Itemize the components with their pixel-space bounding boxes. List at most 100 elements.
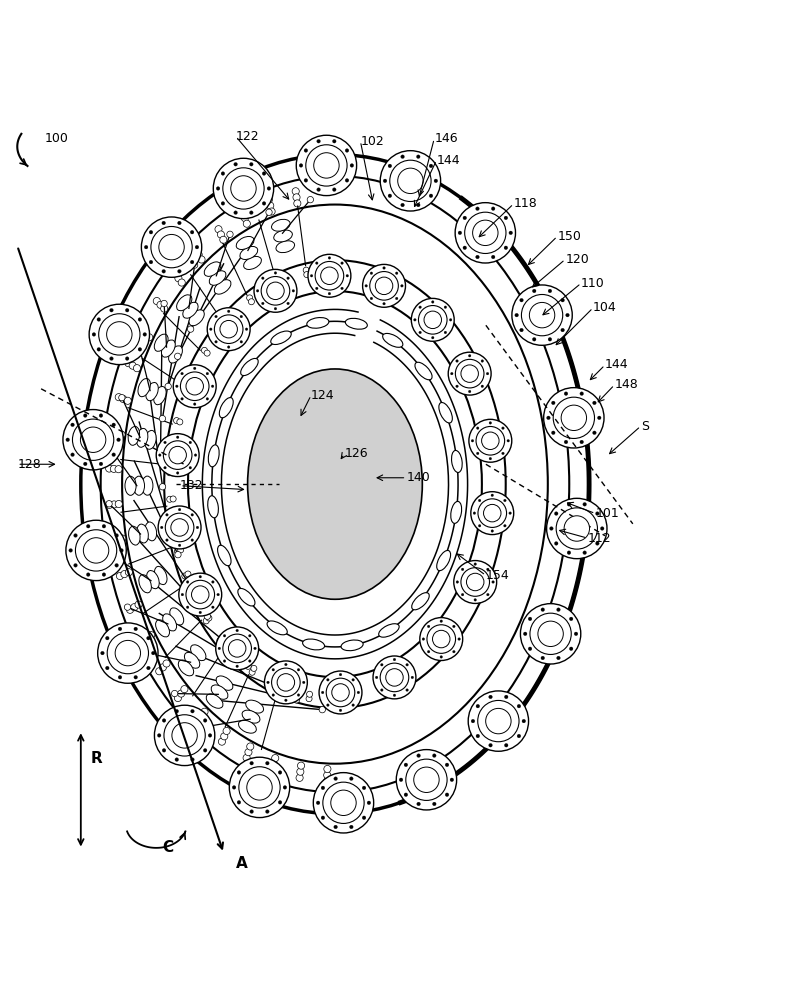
Circle shape: [561, 328, 564, 332]
Circle shape: [564, 392, 567, 395]
Circle shape: [287, 277, 289, 279]
Circle shape: [383, 179, 387, 183]
Ellipse shape: [163, 614, 177, 631]
Circle shape: [190, 709, 194, 713]
Circle shape: [201, 708, 208, 715]
Ellipse shape: [137, 524, 148, 543]
Circle shape: [66, 520, 126, 581]
Circle shape: [172, 723, 198, 748]
Circle shape: [522, 719, 525, 723]
Circle shape: [404, 793, 408, 797]
Circle shape: [99, 462, 103, 466]
Circle shape: [199, 611, 202, 614]
Ellipse shape: [179, 660, 194, 676]
Text: A: A: [236, 856, 247, 871]
Circle shape: [238, 801, 241, 804]
Circle shape: [240, 315, 242, 318]
Circle shape: [144, 245, 148, 249]
Circle shape: [115, 534, 119, 537]
Circle shape: [481, 385, 484, 388]
Circle shape: [218, 738, 226, 745]
Circle shape: [135, 601, 142, 608]
Circle shape: [120, 395, 127, 403]
Circle shape: [504, 216, 508, 220]
Circle shape: [267, 187, 271, 190]
Circle shape: [175, 709, 179, 713]
Circle shape: [422, 638, 425, 640]
Circle shape: [73, 419, 114, 460]
Ellipse shape: [164, 260, 506, 708]
Circle shape: [277, 674, 295, 691]
Circle shape: [63, 410, 124, 470]
Circle shape: [141, 217, 202, 277]
Circle shape: [119, 394, 125, 401]
Circle shape: [155, 705, 214, 766]
Circle shape: [548, 337, 552, 341]
Circle shape: [156, 434, 199, 477]
Text: 112: 112: [587, 532, 611, 545]
Circle shape: [476, 734, 480, 738]
Ellipse shape: [307, 318, 329, 328]
Circle shape: [204, 350, 210, 356]
Circle shape: [284, 273, 289, 279]
Circle shape: [181, 593, 183, 596]
Circle shape: [332, 684, 349, 701]
Circle shape: [429, 194, 433, 198]
Circle shape: [414, 319, 416, 321]
Circle shape: [326, 694, 332, 700]
Circle shape: [507, 439, 509, 442]
Circle shape: [127, 606, 134, 613]
Circle shape: [236, 629, 238, 632]
Circle shape: [380, 151, 441, 211]
Circle shape: [247, 743, 254, 750]
Circle shape: [427, 650, 430, 653]
Ellipse shape: [128, 526, 140, 545]
Circle shape: [134, 675, 138, 679]
Circle shape: [274, 307, 277, 310]
Circle shape: [304, 179, 308, 182]
Circle shape: [564, 440, 567, 444]
Ellipse shape: [204, 262, 221, 276]
Circle shape: [215, 327, 221, 334]
Circle shape: [388, 164, 391, 168]
Circle shape: [191, 514, 194, 516]
Circle shape: [102, 573, 106, 576]
Circle shape: [595, 542, 599, 545]
Circle shape: [316, 287, 318, 290]
Ellipse shape: [183, 302, 198, 318]
Circle shape: [178, 221, 181, 225]
Circle shape: [461, 568, 489, 596]
Text: 140: 140: [406, 471, 430, 484]
Circle shape: [293, 194, 300, 201]
Ellipse shape: [345, 318, 367, 329]
Circle shape: [440, 656, 442, 658]
Circle shape: [221, 172, 225, 175]
Circle shape: [307, 691, 312, 697]
Circle shape: [324, 772, 331, 779]
Circle shape: [395, 297, 398, 300]
Ellipse shape: [341, 640, 363, 651]
Circle shape: [246, 295, 253, 301]
Circle shape: [73, 564, 77, 567]
Circle shape: [283, 786, 287, 789]
Circle shape: [458, 231, 461, 235]
Circle shape: [386, 669, 403, 686]
Ellipse shape: [80, 155, 589, 814]
Circle shape: [105, 666, 109, 670]
Circle shape: [481, 432, 499, 450]
Ellipse shape: [415, 362, 432, 380]
Circle shape: [249, 299, 254, 305]
Circle shape: [251, 665, 257, 671]
Ellipse shape: [439, 402, 453, 423]
Circle shape: [287, 686, 293, 692]
Circle shape: [328, 257, 331, 259]
Circle shape: [218, 647, 221, 650]
Circle shape: [517, 734, 520, 738]
Circle shape: [109, 537, 116, 544]
Circle shape: [84, 462, 87, 466]
Circle shape: [471, 439, 473, 442]
Circle shape: [97, 348, 100, 351]
Circle shape: [102, 524, 106, 528]
Circle shape: [552, 431, 555, 435]
Circle shape: [236, 665, 238, 668]
